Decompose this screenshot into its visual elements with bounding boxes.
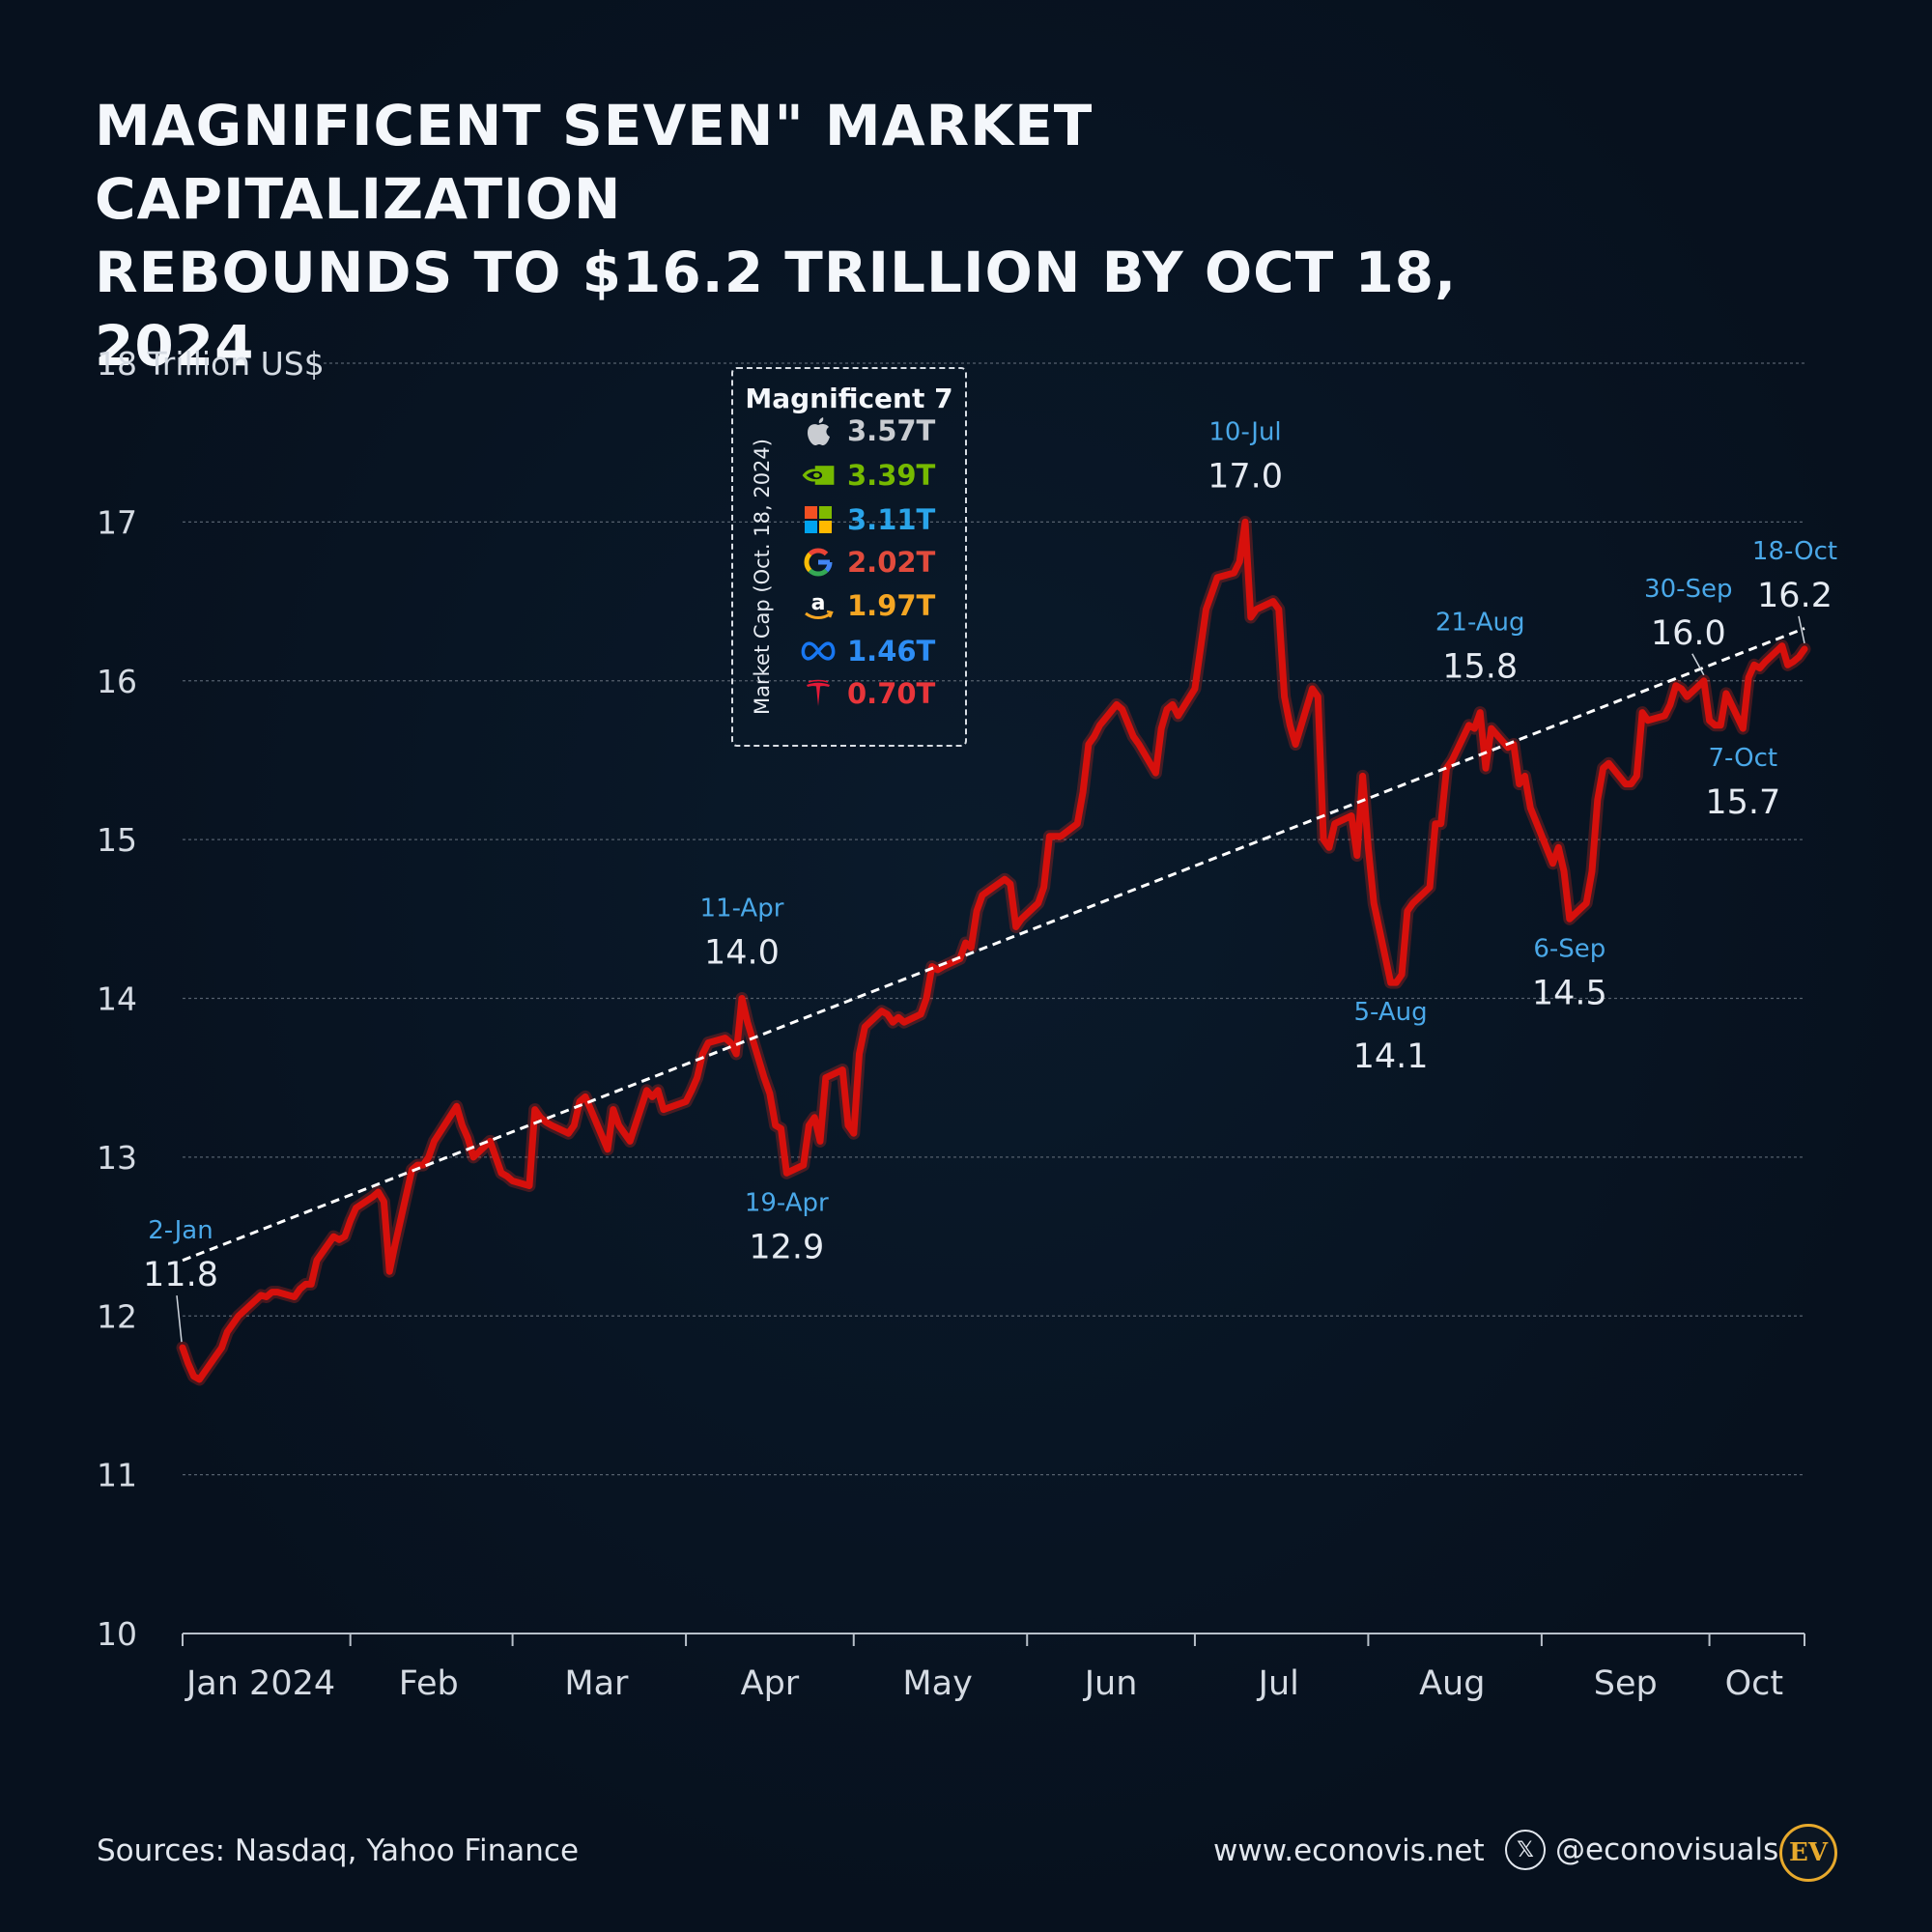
- annotation-value: 15.7: [1705, 783, 1780, 822]
- annotation-date: 19-Apr: [745, 1188, 829, 1217]
- x-tick-label: Sep: [1594, 1664, 1658, 1703]
- annotation-layer: 2-Jan 11.8 11-Apr 14.0 19-Apr 12.9 10-Jul 17.0 5…: [143, 417, 1837, 1343]
- legend-item-tesla: 0.70T: [801, 674, 935, 713]
- annotation-leader: [176, 1295, 183, 1343]
- econovis-logo: EV: [1779, 1824, 1837, 1882]
- legend-value-tesla: 0.70T: [847, 677, 936, 710]
- y-tick-label: 16: [97, 663, 137, 700]
- chart-title: Magnificent Seven" Market Capitalization…: [95, 89, 1544, 383]
- legend-box: Magnificent 7 Market Cap (Oct. 18, 2024)…: [731, 367, 967, 747]
- legend-value-apple: 3.57T: [847, 414, 936, 447]
- x-tick-label: Jul: [1257, 1664, 1299, 1703]
- apple-icon: [801, 413, 836, 448]
- y-tick-label: 10: [97, 1615, 137, 1653]
- chart-title-line-1: Magnificent Seven" Market Capitalization: [95, 93, 1094, 232]
- annotation-value: 14.5: [1532, 974, 1607, 1012]
- svg-text:a: a: [811, 591, 826, 615]
- x-tick-label: May: [902, 1664, 972, 1703]
- x-axis: Jan 2024 Feb Mar Apr May Jun Jul Aug Sep Oct: [182, 1633, 1805, 1703]
- annotation-date: 18-Oct: [1752, 537, 1837, 566]
- chart-gridlines: [183, 362, 1804, 1476]
- x-logo-icon: 𝕏: [1505, 1830, 1546, 1870]
- annotation-date: 5-Aug: [1354, 998, 1428, 1027]
- x-tick-label: Oct: [1725, 1664, 1784, 1703]
- legend-item-apple: 3.57T: [801, 412, 935, 450]
- google-icon: [801, 545, 836, 580]
- social-handle-text: @econovisuals: [1555, 1833, 1779, 1867]
- legend-value-meta: 1.46T: [847, 635, 936, 668]
- annotation-date: 6-Sep: [1533, 934, 1605, 963]
- x-tick-label: Feb: [399, 1664, 459, 1703]
- y-tick-label: 11: [97, 1457, 137, 1494]
- legend-side-label-wrap: Market Cap (Oct. 18, 2024): [747, 427, 778, 726]
- annotation-leader: [1798, 615, 1805, 644]
- x-tick-label: Apr: [741, 1664, 800, 1703]
- trendline: [182, 627, 1805, 1263]
- annotation-value: 16.0: [1651, 614, 1726, 653]
- annotation-date: 30-Sep: [1644, 575, 1732, 604]
- legend-item-amazon: a 1.97T: [801, 586, 935, 625]
- x-tick-label: Aug: [1419, 1664, 1485, 1703]
- series-layer: [176, 515, 1811, 1386]
- y-tick-label: 15: [97, 821, 137, 859]
- legend-side-label: Market Cap (Oct. 18, 2024): [751, 439, 774, 715]
- meta-icon: [801, 634, 836, 668]
- tesla-icon: [801, 676, 836, 711]
- legend-item-google: 2.02T: [801, 543, 935, 582]
- annotation-value: 14.1: [1353, 1037, 1429, 1076]
- annotation-value: 11.8: [143, 1256, 218, 1294]
- annotation-date: 21-Aug: [1435, 609, 1525, 638]
- y-tick-label: 13: [97, 1139, 137, 1177]
- annotation-leader: [1691, 653, 1705, 676]
- series-line: [179, 518, 1808, 1383]
- trendline-layer: [182, 627, 1805, 1263]
- y-tick-label: 17: [97, 503, 137, 541]
- legend-item-meta: 1.46T: [801, 632, 935, 670]
- legend-item-microsoft: 3.11T: [801, 500, 935, 539]
- annotation-date: 10-Jul: [1208, 417, 1281, 446]
- annotation-date: 11-Apr: [700, 895, 784, 923]
- y-tick-label: 14: [97, 980, 137, 1018]
- legend-value-microsoft: 3.11T: [847, 503, 936, 536]
- econovis-logo-text: EV: [1789, 1838, 1828, 1867]
- sources-note: Sources: Nasdaq, Yahoo Finance: [97, 1833, 580, 1868]
- legend-item-nvidia: 3.39T: [801, 456, 935, 495]
- amazon-icon: a: [801, 588, 836, 623]
- microsoft-icon: [801, 502, 836, 537]
- annotation-date: 2-Jan: [148, 1216, 213, 1245]
- x-tick-label: Jun: [1083, 1664, 1138, 1703]
- website-link[interactable]: www.econovis.net: [1213, 1833, 1485, 1868]
- legend-title: Magnificent 7: [745, 383, 953, 414]
- y-tick-label: 12: [97, 1297, 137, 1335]
- y-axis: 10 11 12 13 14 15 16 17 18 Trillion US$: [97, 345, 325, 1653]
- annotation-date: 7-Oct: [1709, 744, 1778, 773]
- x-tick-label: Jan 2024: [185, 1664, 335, 1703]
- annotation-value: 14.0: [704, 934, 780, 973]
- legend-value-amazon: 1.97T: [847, 589, 936, 622]
- x-tick-label: Mar: [564, 1664, 629, 1703]
- legend-value-google: 2.02T: [847, 546, 936, 579]
- social-handle[interactable]: 𝕏 @econovisuals: [1505, 1829, 1778, 1871]
- nvidia-icon: [801, 458, 836, 493]
- annotation-value: 17.0: [1208, 457, 1283, 496]
- y-tick-label: 18 Trillion US$: [97, 345, 325, 383]
- chart-title-line-2: Rebounds to $16.2 Trillion by Oct 18, 20…: [95, 240, 1458, 379]
- annotation-value: 12.9: [749, 1228, 824, 1266]
- annotation-value: 15.8: [1442, 648, 1518, 687]
- annotation-value: 16.2: [1757, 577, 1833, 615]
- legend-value-nvidia: 3.39T: [847, 459, 936, 492]
